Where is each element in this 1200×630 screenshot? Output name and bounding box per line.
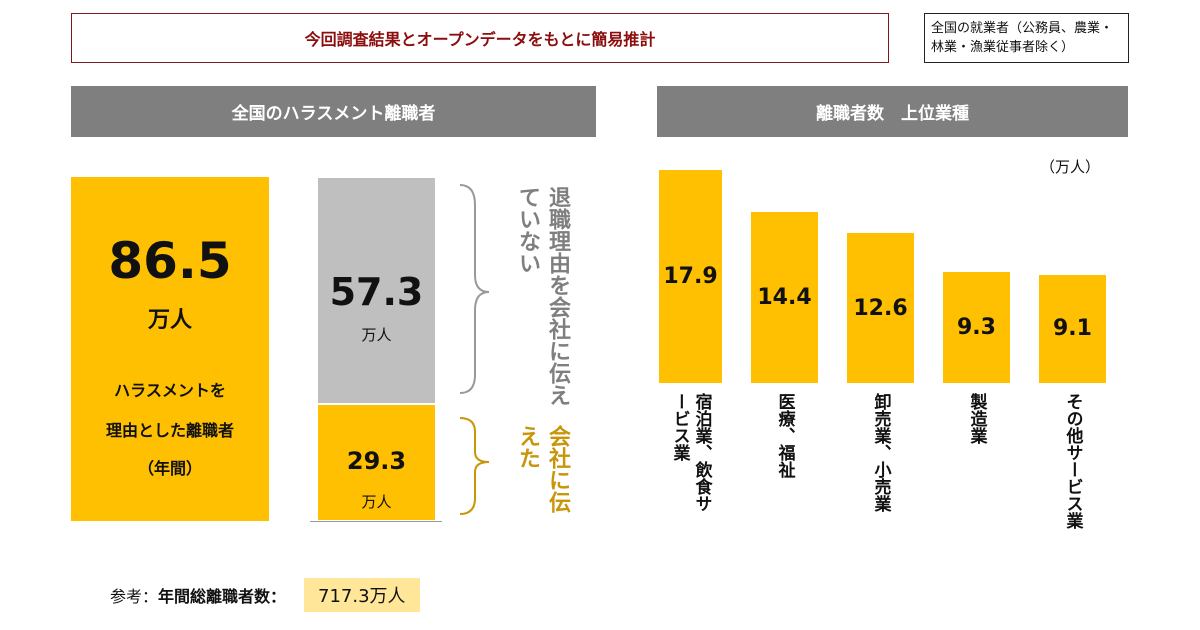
bar-value-label: 17.9 <box>663 263 718 289</box>
category-label: 宿泊業、飲食サービス業 <box>669 393 712 512</box>
bar: 9.1 <box>1039 274 1106 383</box>
chart-unit: （万人） <box>1040 158 1101 176</box>
not-told-segment: 57.3 万人 <box>318 178 435 403</box>
not-told-label: 退職理由を会社に伝えていない <box>515 186 570 406</box>
bar-value-label: 12.6 <box>853 295 908 321</box>
total-value: 86.5 <box>108 232 232 290</box>
told-unit: 万人 <box>361 493 392 511</box>
bar: 14.4 <box>751 211 818 383</box>
title-text: 今回調査結果とオープンデータをもとに簡易推計 <box>304 30 656 49</box>
brace-icons <box>459 184 490 515</box>
left-heading: 全国のハラスメント離職者 <box>71 86 596 137</box>
reference-value: 717.3万人 <box>304 578 420 612</box>
reference-row: 参考： 年間総離職者数： 717.3万人 <box>110 578 420 612</box>
total-label-1: ハラスメントを <box>114 381 226 400</box>
bar-value-label: 14.4 <box>757 284 812 310</box>
not-told-unit: 万人 <box>361 326 392 344</box>
scope-note: 全国の就業者（公務員、農業・林業・漁業従事者除く） <box>924 13 1129 63</box>
total-harassment-box: 86.5 万人 ハラスメントを 理由とした離職者 （年間） <box>71 177 269 521</box>
category-label: その他サービス業 <box>1062 393 1083 529</box>
bar: 12.6 <box>847 233 914 383</box>
stack-baseline <box>310 521 442 522</box>
category-label: 製造業 <box>966 393 987 444</box>
reference-label: 年間総離職者数： <box>158 587 287 606</box>
brace-told-icon <box>459 417 490 515</box>
not-told-value: 57.3 <box>329 270 424 314</box>
chart-title: 離職者数 上位業種 <box>657 86 1128 137</box>
brace-not-told-icon <box>459 184 490 394</box>
total-label-3: （年間） <box>137 459 202 478</box>
total-unit: 万人 <box>147 308 192 333</box>
title-box: 今回調査結果とオープンデータをもとに簡易推計 <box>71 13 889 63</box>
told-segment: 29.3 万人 <box>318 405 435 520</box>
total-label-2: 理由とした離職者 <box>105 421 234 440</box>
bar-value-label: 9.1 <box>1053 316 1092 342</box>
category-label: 医療、福祉 <box>774 393 795 478</box>
told-label: 会社に伝えた <box>515 425 570 513</box>
category-label: 卸売業、小売業 <box>870 393 891 512</box>
bar-value-label: 9.3 <box>957 315 996 341</box>
bar: 17.9 <box>659 169 722 383</box>
bar: 9.3 <box>943 272 1010 383</box>
told-value: 29.3 <box>346 447 407 475</box>
reference-prefix: 参考： <box>110 587 159 606</box>
